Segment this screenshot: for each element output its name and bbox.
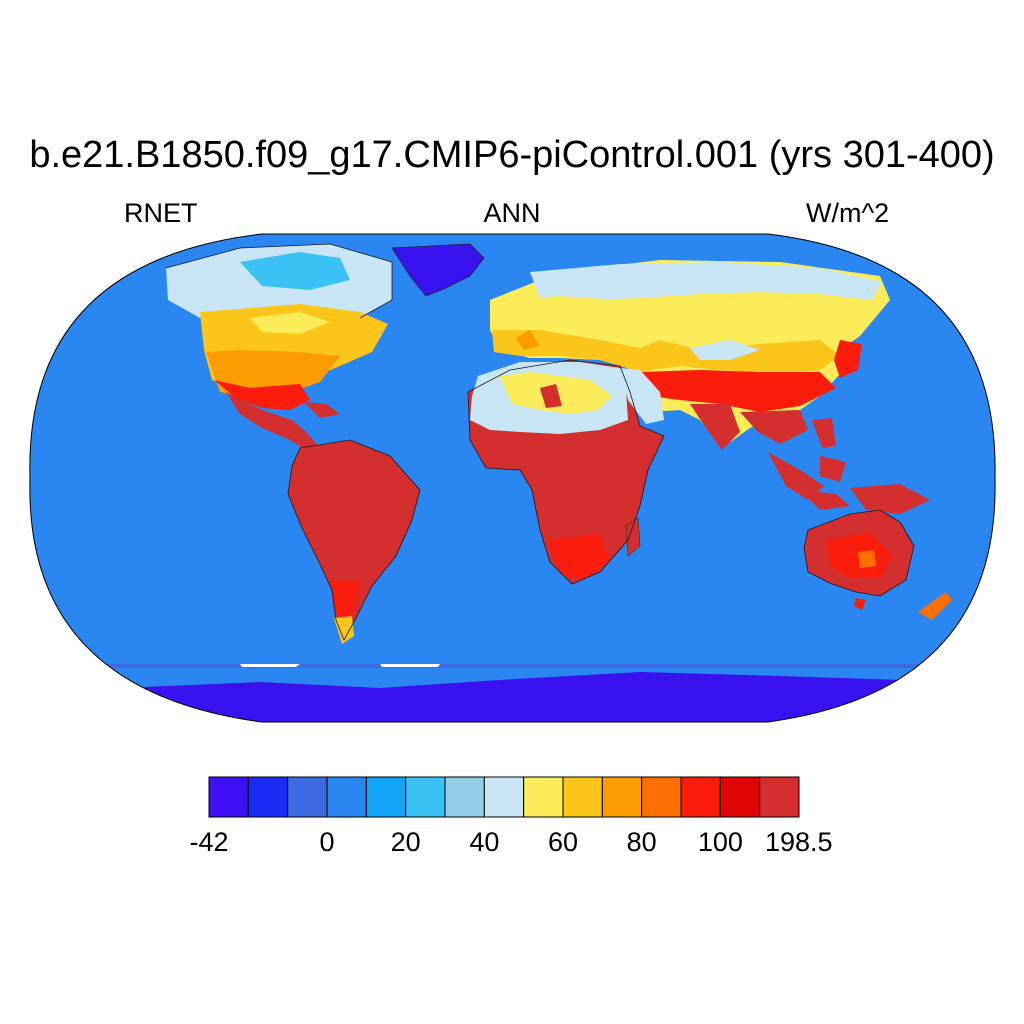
eurasia bbox=[490, 260, 890, 450]
plot-title: b.e21.B1850.f09_g17.CMIP6-piControl.001 … bbox=[29, 134, 995, 176]
colorbar-box bbox=[680, 776, 721, 818]
colorbar-tick-label: 0 bbox=[319, 827, 335, 857]
colorbar-box bbox=[365, 776, 407, 818]
variable-label: RNET bbox=[124, 198, 198, 228]
africa bbox=[468, 360, 664, 584]
antarctica bbox=[29, 664, 996, 722]
colorbar-box bbox=[759, 776, 800, 818]
australia bbox=[804, 510, 914, 610]
south-america bbox=[288, 440, 420, 644]
colorbar-box bbox=[562, 776, 603, 818]
colorbar-tick-label: -42 bbox=[189, 827, 229, 857]
colorbar-box bbox=[601, 776, 643, 818]
maritime-southeast-asia bbox=[768, 418, 930, 514]
colorbar-box bbox=[444, 776, 485, 818]
colorbar-box bbox=[247, 776, 289, 818]
greenland bbox=[391, 243, 485, 297]
north-america bbox=[166, 244, 392, 454]
colorbar-tick-label: 198.5 bbox=[765, 827, 833, 857]
coastlines bbox=[165, 243, 915, 641]
colorbar-box bbox=[208, 776, 249, 818]
colorbar-box bbox=[523, 776, 564, 818]
colorbar-tick-label: 20 bbox=[390, 827, 421, 857]
colorbar-box bbox=[287, 776, 328, 818]
map-border bbox=[29, 233, 996, 723]
colorbar-tick-label: 60 bbox=[548, 827, 579, 857]
new-zealand bbox=[918, 592, 952, 620]
units-label: W/m^2 bbox=[806, 198, 890, 228]
colorbar-tick-label: 80 bbox=[626, 827, 657, 857]
season-label: ANN bbox=[483, 198, 541, 228]
colorbar-box bbox=[641, 776, 682, 818]
colorbar-tick-label: 100 bbox=[697, 827, 743, 857]
madagascar bbox=[625, 517, 641, 557]
colorbar-box bbox=[405, 776, 446, 818]
colorbar-box bbox=[483, 776, 525, 818]
colorbar-box bbox=[719, 776, 761, 818]
colorbar-tick-label: 40 bbox=[469, 827, 500, 857]
colorbar-box bbox=[326, 776, 367, 818]
